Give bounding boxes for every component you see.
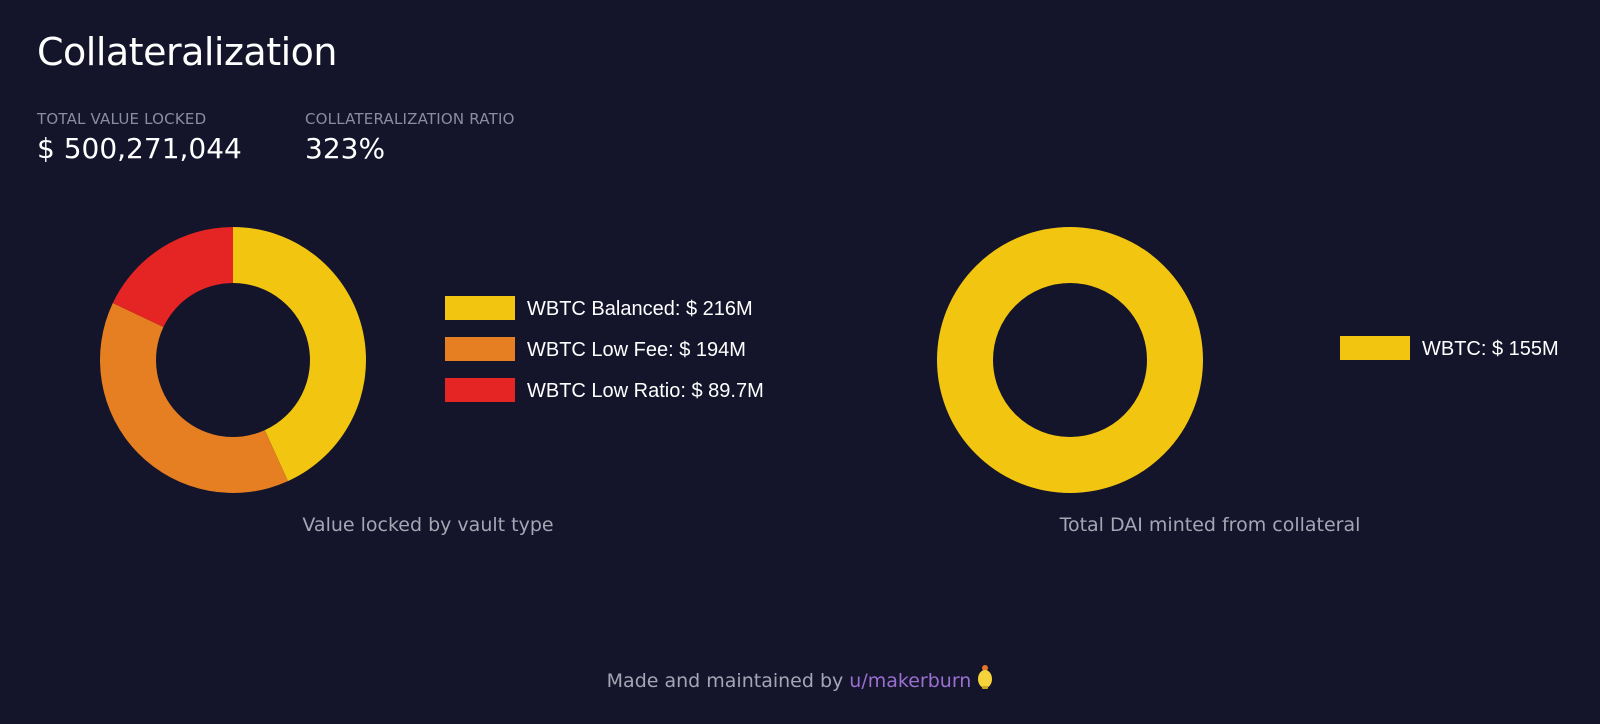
legend-label: WBTC Low Fee: $ 194M	[527, 339, 746, 361]
legend-swatch	[445, 378, 515, 402]
slice-wbtc-low-fee[interactable]	[99, 302, 288, 493]
legend-label: WBTC Balanced: $ 216M	[527, 298, 753, 320]
stat-value: $ 500,271,044	[37, 132, 242, 165]
bulb-icon	[977, 664, 993, 695]
legend-label: WBTC Low Ratio: $ 89.7M	[527, 380, 764, 402]
legend-swatch	[1340, 336, 1410, 360]
slice-wbtc[interactable]	[937, 227, 1203, 493]
legend-swatch	[445, 296, 515, 320]
legend-label: WBTC: $ 155M	[1422, 338, 1559, 360]
stat-label: COLLATERALIZATION RATIO	[305, 110, 515, 128]
chart-caption-value-locked: Value locked by vault type	[302, 514, 554, 536]
stat-value: 323%	[305, 132, 386, 165]
total-value-locked-stat: TOTAL VALUE LOCKED $ 500,271,044	[37, 110, 242, 165]
page-title: Collateralization	[37, 30, 338, 74]
footer: Made and maintained by u/makerburn	[0, 664, 1600, 695]
slice-wbtc-balanced[interactable]	[233, 227, 367, 482]
collateralization-ratio-stat: COLLATERALIZATION RATIO 323%	[305, 110, 515, 165]
stat-label: TOTAL VALUE LOCKED	[37, 110, 207, 128]
chart-caption-dai-minted: Total DAI minted from collateral	[1059, 514, 1361, 536]
makerburn-link[interactable]: u/makerburn	[849, 670, 972, 692]
footer-text: Made and maintained by	[606, 670, 850, 692]
legend-swatch	[445, 337, 515, 361]
slice-wbtc-low-ratio[interactable]	[112, 227, 233, 327]
